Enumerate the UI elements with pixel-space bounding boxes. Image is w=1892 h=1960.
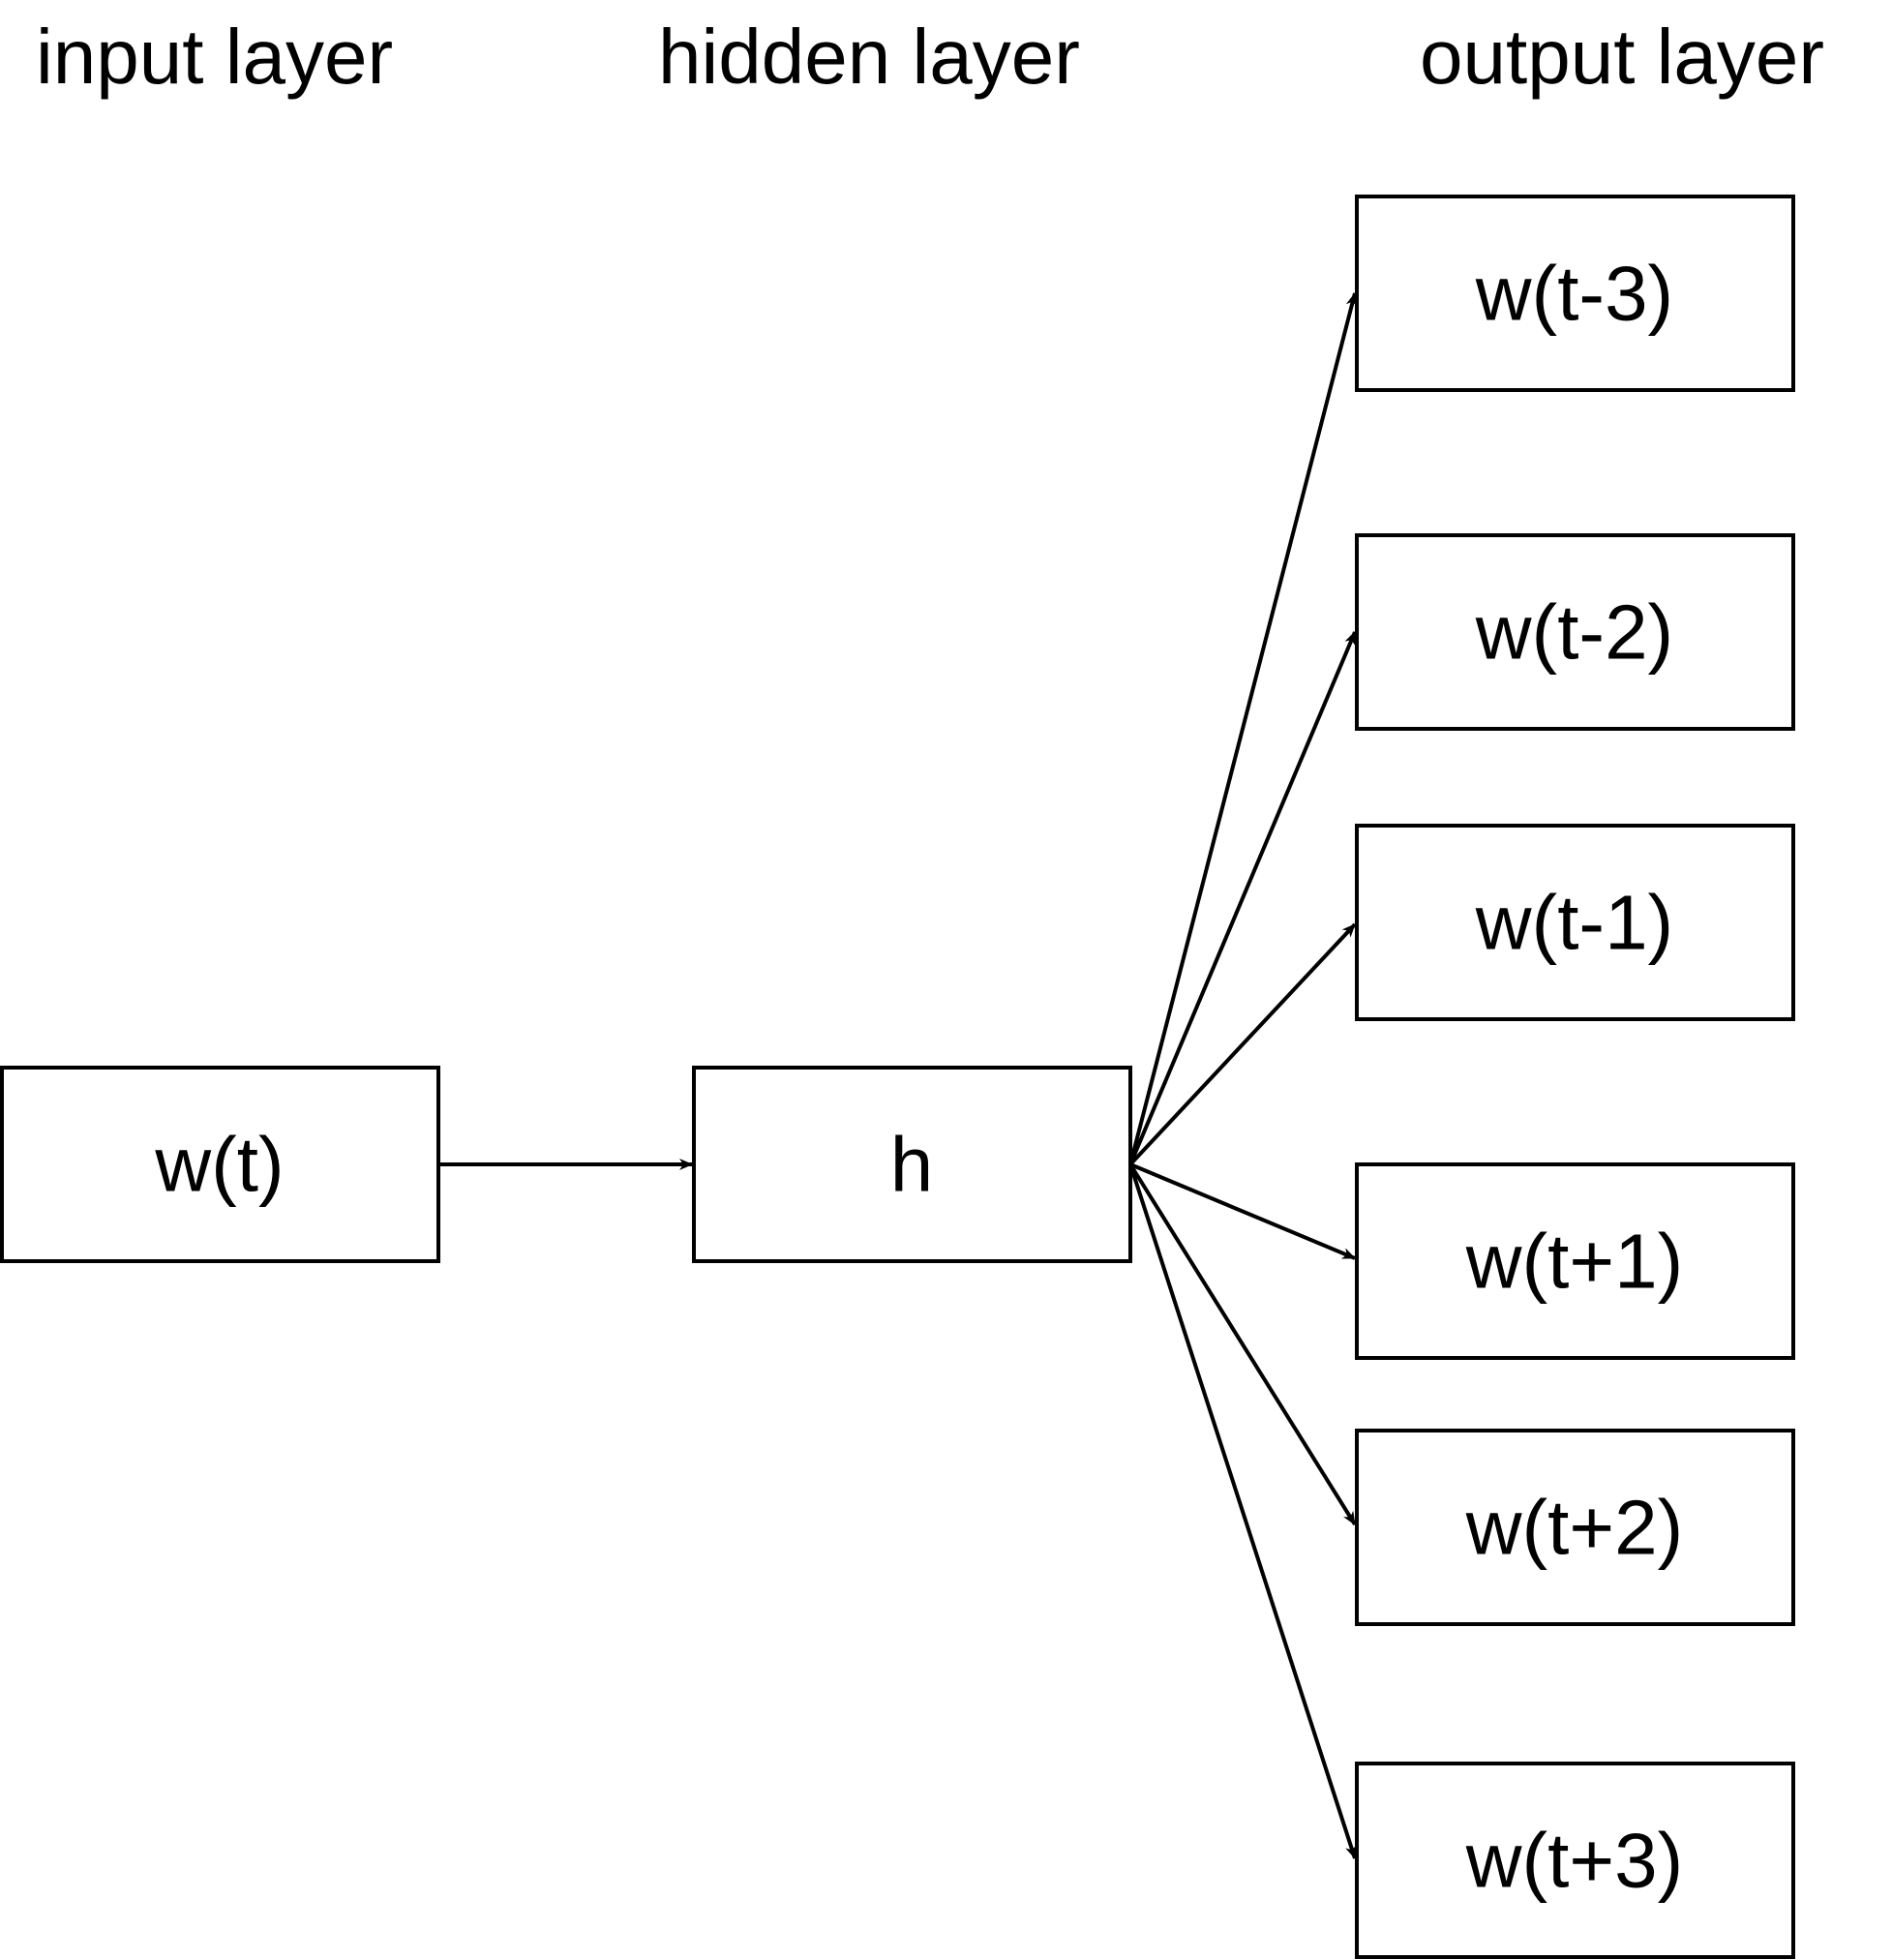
output-node-box <box>1355 1429 1795 1626</box>
edge-hidden-to-output-1 <box>1128 292 1358 1165</box>
hidden-node-label: h <box>890 1122 934 1208</box>
edge-hidden-to-output-4 <box>1129 1162 1356 1260</box>
edge-hidden-to-output-3 <box>1128 922 1357 1166</box>
output-node-4: w(t+1) <box>1355 1162 1795 1360</box>
input-node-box <box>0 1066 440 1263</box>
output-node-label: w(t-3) <box>1475 251 1673 337</box>
output-node-5: w(t+2) <box>1355 1429 1795 1626</box>
output-layer-heading: output layer <box>1420 14 1824 100</box>
output-node-6: w(t+3) <box>1355 1762 1795 1959</box>
hidden-node: h <box>692 1066 1132 1263</box>
output-node-label: w(t+1) <box>1465 1219 1684 1305</box>
output-node-box <box>1355 824 1795 1021</box>
output-node-2: w(t-2) <box>1355 533 1795 731</box>
input-layer-heading: input layer <box>36 14 393 100</box>
output-node-box <box>1355 1762 1795 1959</box>
hidden-layer-heading: hidden layer <box>658 14 1080 100</box>
output-node-box <box>1355 195 1795 392</box>
edges <box>438 292 1358 1859</box>
output-node-box <box>1355 533 1795 731</box>
edge-hidden-to-output-2 <box>1128 631 1357 1165</box>
output-node-label: w(t+2) <box>1465 1485 1684 1571</box>
output-node-1: w(t-3) <box>1355 195 1795 392</box>
output-node-3: w(t-1) <box>1355 824 1795 1021</box>
output-node-box <box>1355 1162 1795 1360</box>
input-node: w(t) <box>0 1066 440 1263</box>
output-node-label: w(t-1) <box>1475 880 1673 966</box>
output-node-label: w(t+3) <box>1465 1818 1684 1904</box>
edge-hidden-to-output-5 <box>1128 1162 1357 1526</box>
output-node-label: w(t-2) <box>1475 589 1673 676</box>
edge-hidden-to-output-6 <box>1128 1163 1357 1859</box>
hidden-node-box <box>692 1066 1132 1263</box>
input-node-label: w(t) <box>154 1122 284 1208</box>
